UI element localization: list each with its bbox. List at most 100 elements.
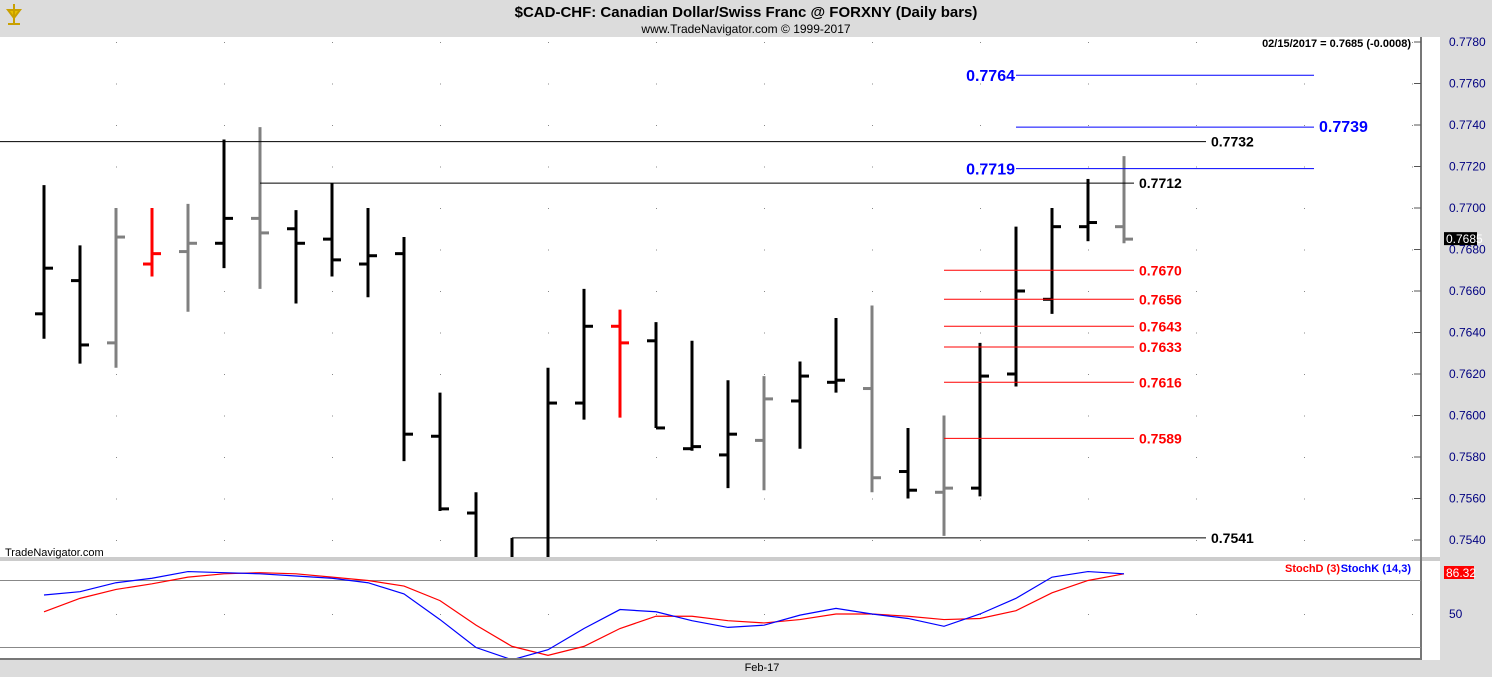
- grid-dot: [980, 614, 981, 615]
- grid-dot: [980, 332, 981, 334]
- grid-dot: [1304, 291, 1305, 292]
- grid-dot: [440, 614, 441, 615]
- grid-dot: [656, 166, 657, 168]
- chart-subtitle: www.TradeNavigator.com © 1999-2017: [640, 22, 850, 36]
- grid-dot: [1304, 166, 1305, 168]
- grid-dot: [764, 166, 765, 168]
- ohlc-bar: [899, 427, 917, 499]
- grid-dot: [656, 498, 657, 500]
- grid-dot: [980, 42, 981, 43]
- grid-dot: [980, 540, 981, 541]
- grid-dot: [1088, 540, 1089, 541]
- logo-icon: [6, 4, 22, 25]
- grid-dot: [1304, 332, 1305, 334]
- grid-dot: [656, 457, 657, 458]
- level-label: 0.7712: [1139, 175, 1182, 191]
- grid-dot: [872, 498, 873, 500]
- grid-dot: [332, 125, 333, 126]
- stoch-last-value: 86.32: [1446, 566, 1476, 580]
- grid-dot: [1088, 457, 1089, 458]
- grid-dot: [224, 42, 225, 43]
- grid-dot: [1412, 249, 1413, 251]
- grid-dot: [764, 42, 765, 43]
- grid-dot: [1088, 332, 1089, 334]
- grid-dot: [764, 540, 765, 541]
- grid-dot: [1088, 125, 1089, 126]
- grid-dot: [1412, 614, 1413, 615]
- ohlc-bar: [546, 367, 557, 557]
- grid-dot: [548, 83, 549, 85]
- ohlc-bar: [791, 361, 809, 449]
- ohlc-bar: [510, 537, 514, 557]
- grid-dot: [764, 291, 765, 292]
- ohlc-bar: [143, 208, 161, 277]
- stoch-line: [43, 570, 1125, 658]
- grid-dot: [1304, 42, 1305, 43]
- grid-dot: [1304, 540, 1305, 541]
- grid-dot: [440, 208, 441, 209]
- grid-dot: [764, 374, 765, 375]
- grid-dot: [980, 166, 981, 168]
- grid-dot: [548, 332, 549, 334]
- grid-dot: [440, 332, 441, 334]
- grid-dot: [1196, 291, 1197, 292]
- x-tick-label: Feb-17: [745, 662, 780, 674]
- grid-dot: [548, 291, 549, 292]
- y-tick-label: 0.7780: [1449, 35, 1486, 49]
- grid-dot: [1196, 415, 1197, 417]
- grid-dot: [548, 249, 549, 251]
- level-label: 0.7589: [1139, 430, 1182, 446]
- grid-dot: [440, 374, 441, 375]
- grid-dot: [548, 125, 549, 126]
- plot-background: [0, 37, 1440, 660]
- grid-dot: [1088, 374, 1089, 375]
- grid-dot: [872, 249, 873, 251]
- y-tick-label: 0.7660: [1449, 284, 1486, 298]
- grid-dot: [1304, 374, 1305, 375]
- ohlc-bar: [467, 492, 478, 557]
- grid-dot: [116, 42, 117, 43]
- grid-dot: [872, 166, 873, 168]
- grid-dot: [332, 291, 333, 292]
- ohlc-bar: [215, 139, 233, 269]
- grid-dot: [1412, 498, 1413, 500]
- grid-dot: [1196, 83, 1197, 85]
- grid-dot: [1412, 457, 1413, 458]
- grid-dot: [116, 83, 117, 85]
- grid-dot: [332, 614, 333, 615]
- y-tick-label: 0.7540: [1449, 533, 1486, 547]
- grid-dot: [332, 83, 333, 85]
- grid-dot: [656, 614, 657, 615]
- stoch-last-value-box: [1444, 566, 1474, 579]
- y-tick-label: 0.7580: [1449, 450, 1486, 464]
- grid-dot: [224, 540, 225, 541]
- grid-dot: [656, 291, 657, 292]
- grid-dot: [980, 125, 981, 126]
- grid-dot: [1304, 498, 1305, 500]
- grid-dot: [548, 166, 549, 168]
- grid-dot: [116, 415, 117, 417]
- level-label: 0.7670: [1139, 262, 1182, 278]
- grid-dot: [872, 540, 873, 541]
- grid-dot: [224, 614, 225, 615]
- y-tick-label: 0.7740: [1449, 118, 1486, 132]
- y-tick-label: 0.7620: [1449, 367, 1486, 381]
- ohlc-bar: [71, 245, 89, 364]
- grid-dot: [440, 249, 441, 251]
- ohlc-bar: [395, 237, 413, 462]
- ohlc-bar: [575, 288, 593, 420]
- grid-dot: [1196, 125, 1197, 126]
- last-price-box: [1444, 232, 1477, 246]
- grid-dot: [1088, 83, 1089, 85]
- grid-dot: [1304, 614, 1305, 615]
- grid-dot: [656, 83, 657, 85]
- grid-dot: [1412, 166, 1413, 168]
- grid-dot: [440, 166, 441, 168]
- grid-dot: [332, 498, 333, 500]
- level-label: 0.7764: [966, 68, 1015, 85]
- level-label: 0.7643: [1139, 318, 1182, 334]
- y-tick-label: 0.7760: [1449, 77, 1486, 91]
- ohlc-bar: [971, 342, 989, 497]
- grid-dot: [1412, 374, 1413, 375]
- grid-dot: [656, 540, 657, 541]
